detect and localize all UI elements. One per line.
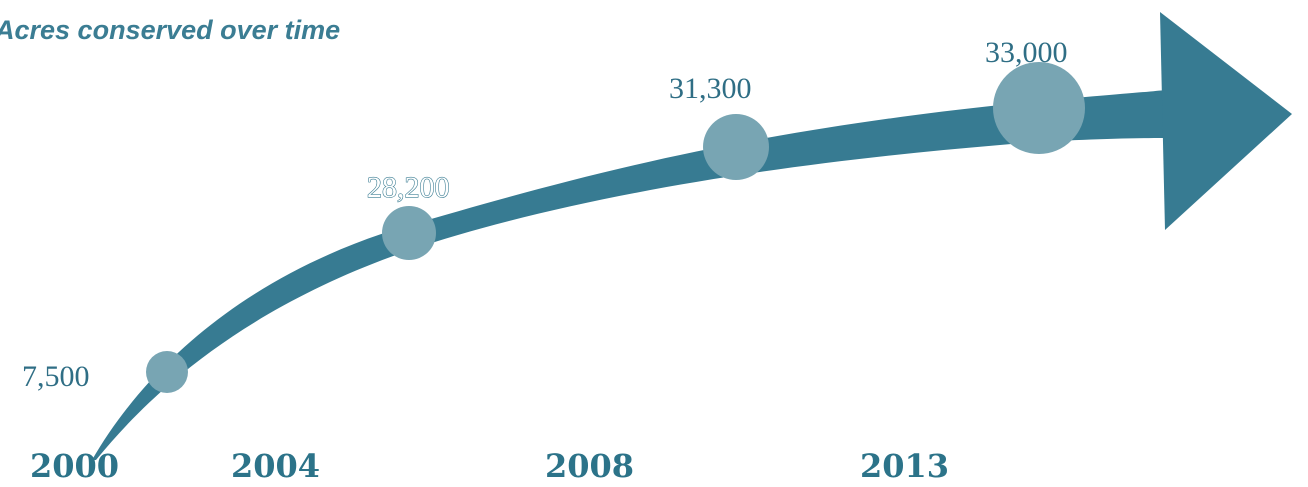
x-axis-year-label: 2008 <box>545 447 634 485</box>
data-point-markers <box>146 62 1085 393</box>
trend-arrow-head <box>1160 12 1292 230</box>
data-value-label: 28,200 <box>367 171 450 204</box>
data-point-marker <box>146 351 188 393</box>
chart-title: Acres conserved over time <box>0 15 340 45</box>
x-axis-year-label: 2004 <box>231 447 320 485</box>
data-point-marker <box>703 114 769 180</box>
data-point-marker <box>993 62 1085 154</box>
data-value-labels: 7,500 28,200 31,300 33,000 <box>22 36 1068 393</box>
x-axis-year-label: 2013 <box>860 447 949 485</box>
data-point-marker <box>382 206 436 260</box>
x-axis-year-labels: 2000 2004 2008 2013 <box>30 447 949 485</box>
data-value-label: 33,000 <box>985 36 1068 69</box>
data-value-label: 31,300 <box>669 72 752 105</box>
trend-arrow-body <box>92 90 1165 460</box>
data-value-label: 7,500 <box>22 360 90 393</box>
x-axis-year-label: 2000 <box>30 447 119 485</box>
